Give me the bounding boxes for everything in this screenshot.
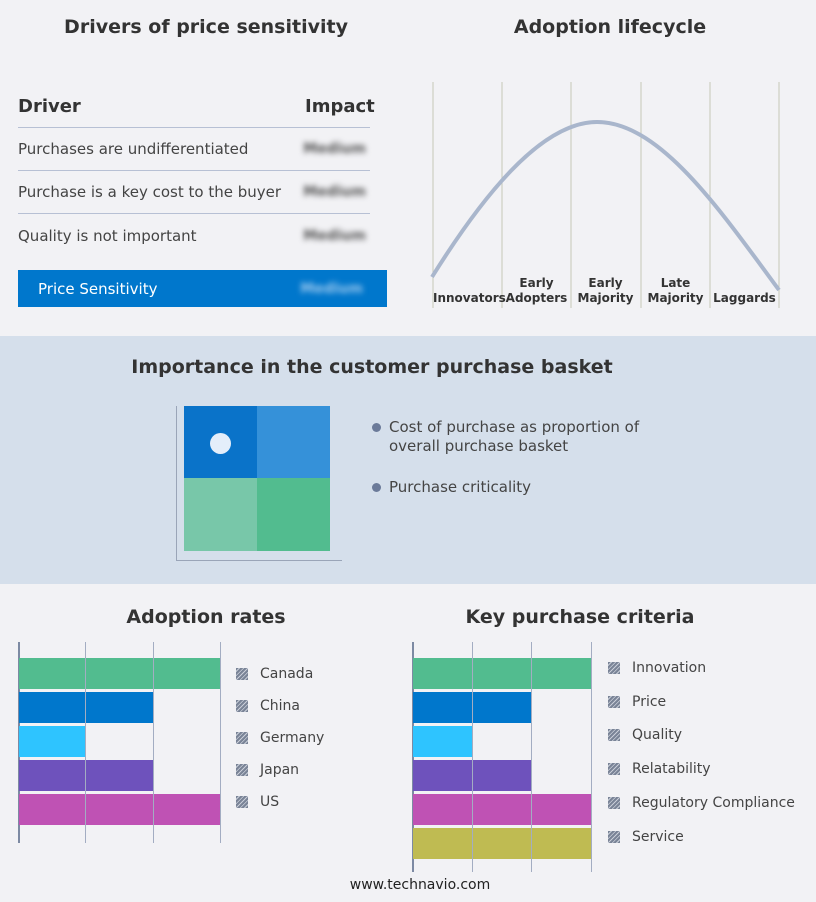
bar-canada: [19, 658, 221, 689]
driver-row: Quality is not important Medium: [18, 214, 370, 257]
driver-name: Purchase is a key cost to the buyer: [18, 183, 282, 201]
gridline: [85, 642, 87, 843]
driver-name: Purchases are undifferentiated: [18, 140, 249, 158]
col-driver: Driver: [18, 96, 81, 117]
legend-swatch-icon: [236, 700, 248, 712]
stage-label: Early Majority: [577, 276, 634, 305]
stage-label: Early Adopters: [505, 276, 568, 305]
footer-url[interactable]: www.technavio.com: [349, 877, 491, 893]
legend-swatch-icon: [608, 763, 620, 776]
stage-label: Innovators: [433, 291, 506, 305]
matrix-q2: [257, 406, 330, 478]
summary-label: Price Sensitivity: [38, 279, 158, 298]
bar-china: [19, 692, 154, 723]
chart-axis: [412, 642, 414, 872]
bar-innovation: [413, 658, 592, 689]
matrix-q4: [257, 478, 330, 551]
drivers-title: Drivers of price sensitivity: [64, 16, 348, 38]
matrix-q3: [184, 478, 257, 551]
col-impact: Impact: [305, 96, 375, 117]
legend-item: Canada: [236, 666, 313, 682]
legend-swatch-icon: [236, 764, 248, 776]
legend-swatch-icon: [236, 668, 248, 680]
legend-item: Germany: [236, 730, 324, 746]
legend-item: Price: [608, 694, 666, 710]
legend-item: Japan: [236, 762, 299, 778]
gridline: [531, 642, 533, 872]
driver-row: Purchase is a key cost to the buyer Mediu…: [18, 171, 370, 214]
driver-row: Purchases are undifferentiated Medium: [18, 128, 370, 171]
legend-swatch-icon: [608, 695, 620, 708]
stage-label: Late Majority: [647, 276, 704, 305]
lifecycle-chart: [430, 82, 781, 308]
bar-japan: [19, 760, 154, 791]
gridline: [220, 642, 221, 843]
adoption-curve: [430, 119, 781, 292]
stage-label: Laggards: [713, 291, 776, 305]
legend-swatch-icon: [236, 732, 248, 744]
legend-item: China: [236, 698, 300, 714]
basket-section: [0, 336, 816, 584]
bar-relatability: [413, 760, 533, 791]
lifecycle-title: Adoption lifecycle: [513, 16, 707, 38]
bullet-1: Cost of purchase as proportion of overal…: [372, 418, 642, 456]
driver-name: Quality is not important: [18, 226, 197, 245]
legend-swatch-icon: [608, 662, 620, 674]
legend-swatch-icon: [608, 830, 620, 843]
legend-item: Service: [608, 829, 684, 845]
price-sensitivity-summary: Price Sensitivity Medium: [18, 270, 387, 307]
legend-swatch-icon: [608, 796, 620, 809]
driver-impact: Medium: [303, 184, 366, 200]
gridline: [471, 642, 473, 872]
bar-regulatory-compliance: [413, 794, 592, 825]
gridline: [591, 642, 592, 872]
basket-title: Importance in the customer purchase bask…: [131, 356, 613, 378]
summary-impact: Medium: [300, 280, 363, 297]
legend-item: US: [236, 794, 279, 810]
legend-swatch-icon: [236, 796, 248, 808]
bar-price: [413, 692, 533, 723]
driver-impact: Medium: [303, 227, 366, 244]
gridline: [152, 642, 154, 843]
bullet-2: Purchase criticality: [372, 478, 642, 497]
legend-swatch-icon: [608, 729, 620, 742]
legend-item: Innovation: [608, 660, 706, 676]
legend-item: Regulatory Compliance: [608, 795, 795, 811]
kpc-title: Key purchase criteria: [465, 606, 695, 628]
legend-item: Quality: [608, 727, 682, 743]
adoption-rates-title: Adoption rates: [126, 606, 286, 628]
legend-item: Relatability: [608, 761, 711, 777]
bar-quality: [413, 726, 473, 757]
bar-germany: [19, 726, 87, 757]
bar-us: [19, 794, 221, 825]
bar-service: [413, 828, 592, 859]
position-marker: [210, 433, 231, 454]
driver-impact: Medium: [303, 141, 366, 157]
